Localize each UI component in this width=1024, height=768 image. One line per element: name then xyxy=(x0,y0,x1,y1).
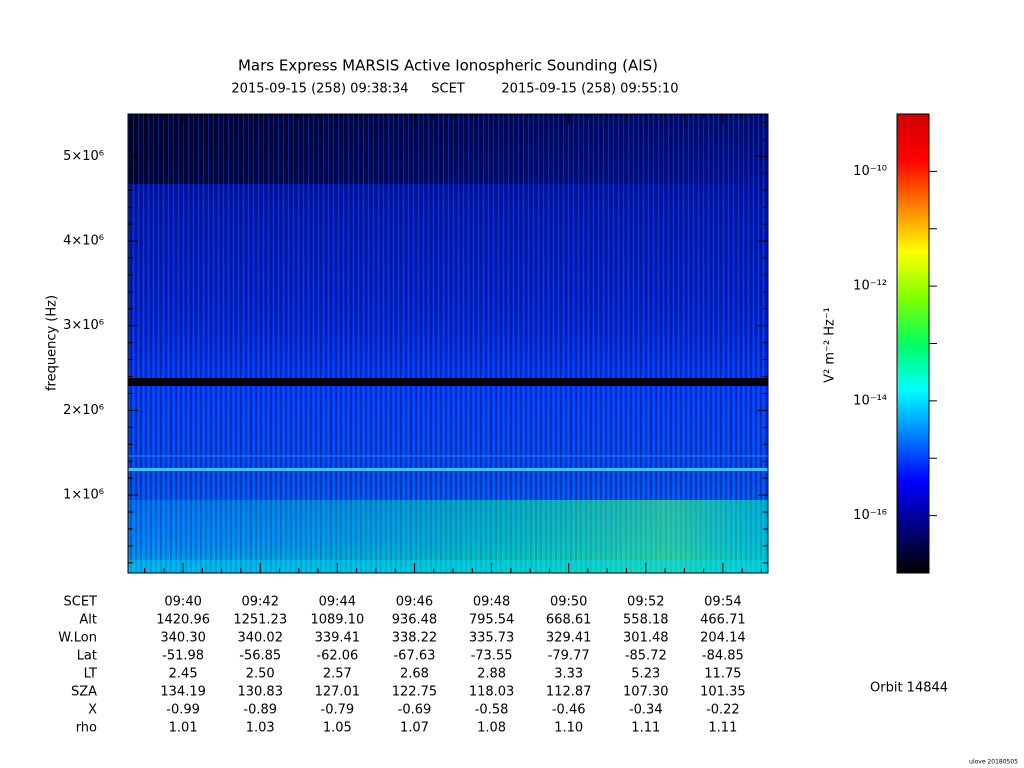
ephemeris-value: -0.46 xyxy=(552,703,586,718)
ephemeris-value: 1.10 xyxy=(554,721,583,736)
ephemeris-value: 1.05 xyxy=(323,721,352,736)
ephemeris-value: 1.03 xyxy=(246,721,275,736)
ephemeris-value: 936.48 xyxy=(392,613,438,628)
chart-title: Mars Express MARSIS Active Ionospheric S… xyxy=(238,57,658,75)
ephemeris-value: 329.41 xyxy=(546,631,592,646)
ephemeris-value: 2.57 xyxy=(323,667,352,682)
ephemeris-label: Alt xyxy=(79,613,97,628)
ephemeris-value: 668.61 xyxy=(546,613,592,628)
ephemeris-value: 112.87 xyxy=(546,685,592,700)
spectrogram-image xyxy=(128,114,768,573)
ephemeris-value: 1089.10 xyxy=(310,613,364,628)
ephemeris-value: 2.50 xyxy=(246,667,275,682)
x-tick-label: 09:42 xyxy=(242,595,279,610)
x-tick-label: 09:54 xyxy=(704,595,741,610)
ephemeris-value: 2.45 xyxy=(169,667,198,682)
ephemeris-label: rho xyxy=(76,721,97,736)
ephemeris-value: -84.85 xyxy=(702,649,744,664)
ephemeris-value: -0.34 xyxy=(629,703,663,718)
ephemeris-value: 101.35 xyxy=(700,685,746,700)
ephemeris-value: -0.99 xyxy=(166,703,200,718)
ephemeris-label: LT xyxy=(84,667,97,682)
colorbar-tick-label: 10⁻¹⁰ xyxy=(853,164,887,179)
ephemeris-value: 134.19 xyxy=(160,685,206,700)
orbit-label: Orbit 14844 xyxy=(870,681,948,696)
colorbar-label: V² m⁻² Hz⁻¹ xyxy=(823,307,838,383)
y-axis-label: frequency (Hz) xyxy=(45,295,60,391)
ephemeris-value: 338.22 xyxy=(392,631,438,646)
ephemeris-value: 301.48 xyxy=(623,631,669,646)
ephemeris-label: W.Lon xyxy=(58,631,97,646)
ephemeris-label: SCET xyxy=(64,595,98,610)
ephemeris-value: 340.02 xyxy=(237,631,283,646)
subtitle-start: 2015-09-15 (258) 09:38:34 xyxy=(231,82,408,97)
ephemeris-value: -0.69 xyxy=(398,703,432,718)
ephemeris-value: -0.79 xyxy=(321,703,355,718)
ephemeris-value: 127.01 xyxy=(315,685,361,700)
ephemeris-value: 204.14 xyxy=(700,631,746,646)
ephemeris-value: 118.03 xyxy=(469,685,515,700)
ephemeris-value: 5.23 xyxy=(631,667,660,682)
ephemeris-value: 1.07 xyxy=(400,721,429,736)
ephemeris-value: 1251.23 xyxy=(233,613,287,628)
colorbar xyxy=(897,114,929,573)
ephemeris-value: 2.88 xyxy=(477,667,506,682)
ephemeris-value: 1.11 xyxy=(708,721,737,736)
x-tick-label: 09:52 xyxy=(627,595,664,610)
ephemeris-value: 1.01 xyxy=(169,721,198,736)
ephemeris-value: 1.11 xyxy=(631,721,660,736)
ephemeris-value: 130.83 xyxy=(237,685,283,700)
ephemeris-value: 2.68 xyxy=(400,667,429,682)
ephemeris-value: 340.30 xyxy=(160,631,206,646)
ephemeris-value: 11.75 xyxy=(704,667,741,682)
ephemeris-value: -73.55 xyxy=(471,649,513,664)
ephemeris-label: X xyxy=(88,703,97,718)
ephemeris-value: -0.58 xyxy=(475,703,509,718)
ephemeris-value: 466.71 xyxy=(700,613,746,628)
ephemeris-value: -0.22 xyxy=(706,703,740,718)
x-tick-label: 09:48 xyxy=(473,595,510,610)
subtitle-end: 2015-09-15 (258) 09:55:10 xyxy=(501,82,678,97)
x-tick-label: 09:40 xyxy=(164,595,201,610)
ephemeris-value: -85.72 xyxy=(625,649,667,664)
ephemeris-value: 339.41 xyxy=(315,631,361,646)
footer: ulove 20180505 xyxy=(969,759,1018,766)
plot-frame xyxy=(127,113,769,574)
ephemeris-value: -79.77 xyxy=(548,649,590,664)
ephemeris-value: 1.08 xyxy=(477,721,506,736)
x-tick-label: 09:46 xyxy=(396,595,433,610)
y-tick-label: 4×10⁶ xyxy=(63,234,104,249)
ephemeris-value: -67.63 xyxy=(393,649,435,664)
ephemeris-value: 795.54 xyxy=(469,613,515,628)
ephemeris-value: 107.30 xyxy=(623,685,669,700)
ephemeris-value: -62.06 xyxy=(316,649,358,664)
x-tick-label: 09:44 xyxy=(319,595,356,610)
y-tick-label: 3×10⁶ xyxy=(63,318,104,333)
ephemeris-value: -0.89 xyxy=(243,703,277,718)
ephemeris-value: -51.98 xyxy=(162,649,204,664)
colorbar-tick-label: 10⁻¹⁴ xyxy=(853,393,887,408)
subtitle-scale: SCET xyxy=(431,82,465,97)
ephemeris-value: 3.33 xyxy=(554,667,583,682)
ephemeris-value: 335.73 xyxy=(469,631,515,646)
ephemeris-label: SZA xyxy=(71,685,97,700)
ephemeris-value: 122.75 xyxy=(392,685,438,700)
ephemeris-value: 1420.96 xyxy=(156,613,210,628)
ephemeris-label: Lat xyxy=(77,649,97,664)
x-tick-label: 09:50 xyxy=(550,595,587,610)
y-tick-label: 2×10⁶ xyxy=(63,403,104,418)
ephemeris-value: -56.85 xyxy=(239,649,281,664)
y-tick-label: 1×10⁶ xyxy=(63,488,104,503)
colorbar-tick-label: 10⁻¹² xyxy=(853,279,887,294)
colorbar-tick-label: 10⁻¹⁶ xyxy=(853,508,887,523)
y-tick-label: 5×10⁶ xyxy=(63,149,104,164)
ephemeris-value: 558.18 xyxy=(623,613,669,628)
